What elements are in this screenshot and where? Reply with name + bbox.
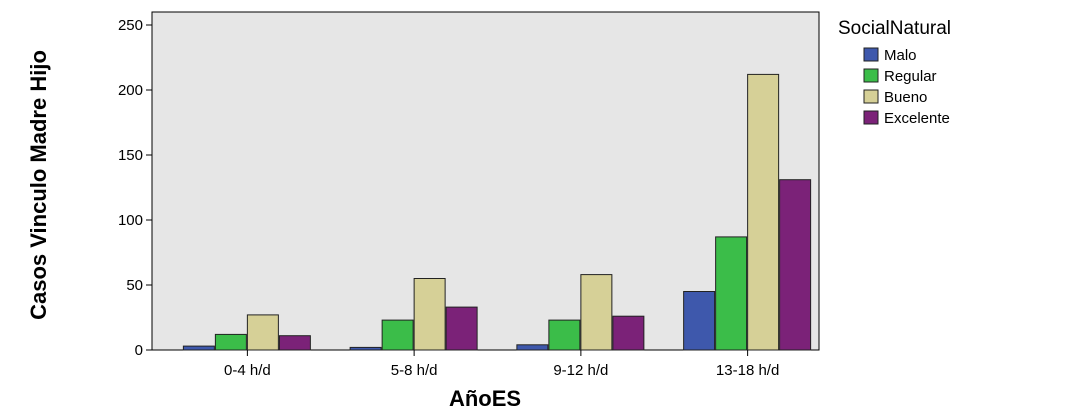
bar-excelente-1: [278, 335, 311, 351]
x-tick-label: 5-8 h/d: [391, 362, 438, 379]
x-axis-label: AñoES: [449, 386, 521, 411]
y-tick-label: 50: [126, 277, 143, 294]
bar-excelente-3: [612, 315, 645, 351]
legend-label-regular: Regular: [884, 68, 937, 85]
bar-excelente-4: [779, 179, 812, 351]
legend-label-malo: Malo: [884, 47, 917, 64]
bar-bueno-4: [747, 73, 780, 351]
bar-regular-1: [214, 333, 247, 351]
y-tick-label: 0: [135, 342, 143, 359]
bar-malo-3: [516, 344, 549, 351]
bar-malo-4: [683, 291, 716, 351]
x-tick-label: 9-12 h/d: [553, 362, 608, 379]
x-tick-label: 0-4 h/d: [224, 362, 271, 379]
bars-group: [182, 73, 812, 351]
legend-swatch-bueno: [863, 89, 879, 104]
y-tick-label: 250: [118, 17, 143, 34]
y-tick-label: 200: [118, 82, 143, 99]
y-tick-label: 100: [118, 212, 143, 229]
legend-label-excelente: Excelente: [884, 110, 950, 127]
legend-swatch-malo: [863, 47, 879, 62]
bar-excelente-2: [445, 306, 478, 351]
bar-bueno-2: [413, 278, 446, 351]
bar-bueno-3: [580, 274, 613, 351]
y-tick-label: 150: [118, 147, 143, 164]
bar-regular-2: [381, 319, 414, 351]
bar-malo-1: [182, 345, 215, 351]
bar-bueno-1: [246, 314, 279, 351]
legend-swatch-excelente: [863, 110, 879, 125]
legend-title: SocialNatural: [838, 18, 951, 39]
y-axis: 0 50 100 150 200 250: [118, 17, 152, 359]
bar-regular-3: [548, 319, 581, 351]
legend: SocialNatural Malo Regular Bueno Excelente: [838, 18, 951, 127]
x-axis: 0-4 h/d 5-8 h/d 9-12 h/d 13-18 h/d: [224, 350, 779, 379]
legend-label-bueno: Bueno: [884, 89, 927, 106]
x-tick-label: 13-18 h/d: [716, 362, 779, 379]
bar-malo-2: [349, 346, 382, 351]
legend-swatch-regular: [863, 68, 879, 83]
bar-regular-4: [715, 236, 748, 351]
y-axis-label: Casos Vinculo Madre Hijo: [26, 50, 51, 320]
